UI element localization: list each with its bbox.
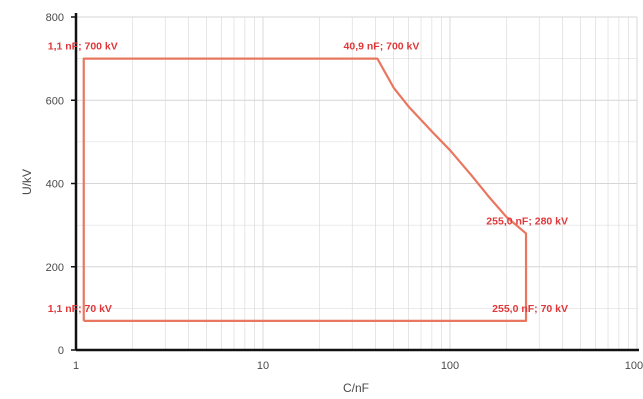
point-annotation: 40,9 nF; 700 kV [344, 41, 420, 53]
y-axis-title: U/kV [20, 169, 34, 195]
x-tick-label: 100 [441, 360, 459, 372]
point-annotation: 1,1 nF; 700 kV [48, 41, 118, 53]
x-axis-title: C/nF [343, 381, 369, 395]
y-tick-label: 0 [58, 345, 64, 357]
point-annotation: 255,0 nF; 70 kV [492, 303, 568, 315]
point-annotation: 255,0 nF; 280 kV [486, 215, 568, 227]
x-tick-label: 1 [73, 360, 79, 372]
y-tick-label: 800 [46, 12, 64, 24]
annotations: 1,1 nF; 700 kV 40,9 nF; 700 kV 255,0 nF; 2… [48, 41, 568, 315]
point-annotation: 1,1 nF; 70 kV [48, 303, 112, 315]
x-tick-label: 1000 [625, 360, 643, 372]
y-tick-label: 600 [46, 95, 64, 107]
axes [74, 13, 639, 352]
x-tick-label: 10 [257, 360, 269, 372]
y-tick-label: 400 [46, 179, 64, 191]
y-tick-label: 200 [46, 262, 64, 274]
tick-labels: 0 200 400 600 800 1 10 100 1000 [46, 12, 643, 372]
envelope-line [82, 57, 528, 322]
series-layer [82, 57, 528, 322]
grid [75, 16, 638, 350]
